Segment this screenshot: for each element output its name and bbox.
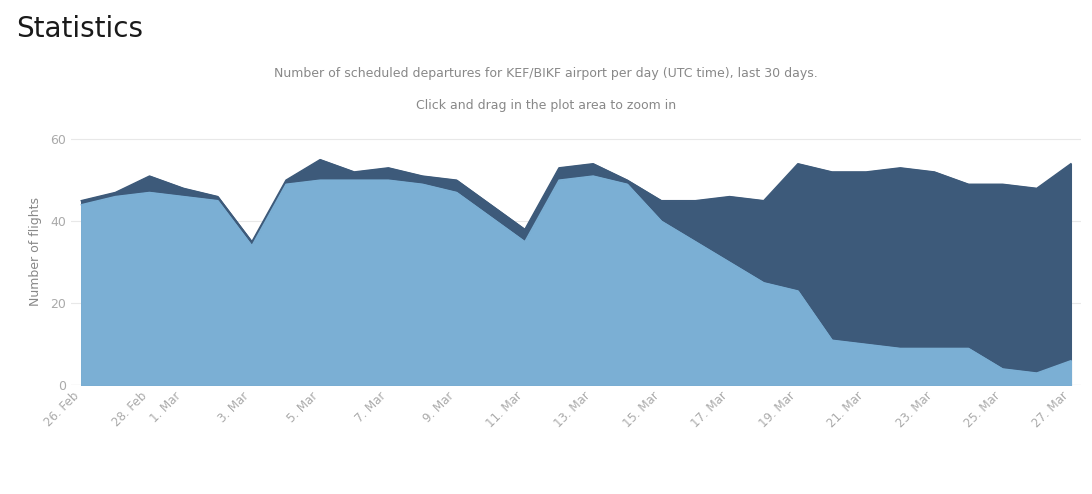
Text: Click and drag in the plot area to zoom in: Click and drag in the plot area to zoom … [416, 99, 676, 112]
Y-axis label: Number of flights: Number of flights [28, 198, 41, 306]
Text: Number of scheduled departures for KEF/BIKF airport per day (UTC time), last 30 : Number of scheduled departures for KEF/B… [274, 67, 818, 80]
Text: Statistics: Statistics [16, 15, 143, 43]
